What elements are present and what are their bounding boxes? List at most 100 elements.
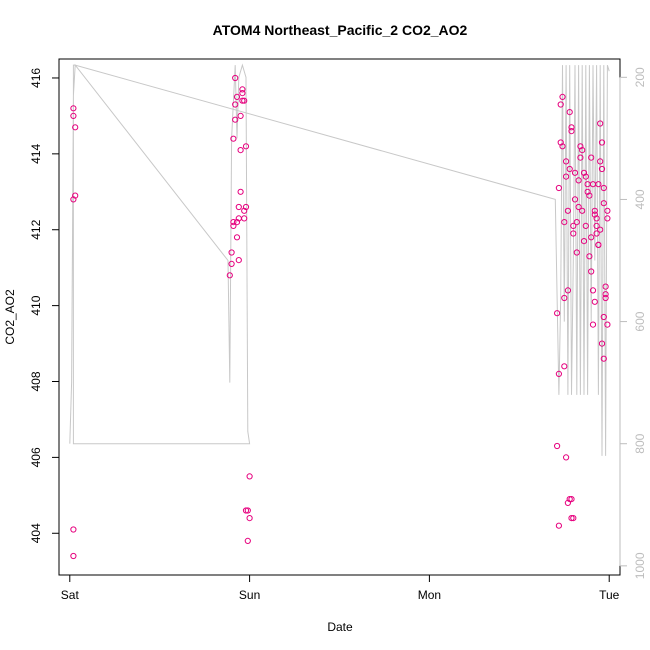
y-tick-label: 404 xyxy=(29,523,43,543)
data-point xyxy=(239,90,246,97)
data-point xyxy=(70,196,77,203)
data-point xyxy=(571,196,579,203)
data-point xyxy=(573,249,580,256)
data-point xyxy=(237,147,244,154)
data-point xyxy=(597,120,604,127)
data-point xyxy=(244,537,251,545)
data-point xyxy=(588,154,595,161)
data-point xyxy=(602,283,609,290)
data-point xyxy=(577,143,584,150)
data-point xyxy=(244,507,251,514)
data-point xyxy=(582,222,589,229)
data-point xyxy=(554,310,561,317)
data-point xyxy=(598,340,606,347)
data-point xyxy=(598,165,606,173)
data-point xyxy=(561,363,568,370)
data-point xyxy=(241,97,248,104)
data-point xyxy=(239,97,246,104)
data-point xyxy=(573,219,580,226)
data-point xyxy=(242,143,250,150)
data-point xyxy=(230,222,237,229)
x-axis: Sat Sun Mon Tue xyxy=(61,574,620,602)
series-line xyxy=(69,63,610,456)
data-point xyxy=(602,294,609,302)
data-point xyxy=(557,139,564,146)
y2-tick-label: 200 xyxy=(633,67,647,87)
data-point xyxy=(555,522,563,529)
data-point xyxy=(561,294,568,302)
data-point xyxy=(233,93,241,101)
data-point xyxy=(589,287,597,294)
data-point xyxy=(246,473,253,480)
data-point xyxy=(242,507,250,514)
data-point xyxy=(72,124,79,131)
data-point xyxy=(232,101,239,108)
data-point xyxy=(571,169,579,176)
y-axis: 404 406 408 410 412 414 416 xyxy=(29,68,59,543)
y2-tick-label: 800 xyxy=(633,433,647,453)
data-point xyxy=(70,105,77,112)
data-point xyxy=(70,552,77,560)
line-layer xyxy=(69,63,610,456)
x-axis-label: Date xyxy=(327,620,353,634)
data-point xyxy=(564,499,572,506)
data-point xyxy=(575,177,582,184)
data-point xyxy=(239,86,246,93)
data-point xyxy=(600,313,607,321)
data-point xyxy=(597,158,604,165)
y-axis-label: CO2_AO2 xyxy=(3,289,17,345)
y2-axis-right: 200 400 600 800 1000 xyxy=(619,67,647,579)
y-tick-label: 412 xyxy=(29,219,43,239)
data-point xyxy=(235,203,242,211)
data-point xyxy=(563,173,570,180)
data-point xyxy=(591,207,598,214)
data-point xyxy=(233,219,241,226)
data-point xyxy=(588,268,595,275)
data-point xyxy=(593,222,600,229)
data-point xyxy=(580,169,588,176)
data-point xyxy=(579,207,586,214)
data-point xyxy=(600,200,607,207)
data-point xyxy=(593,215,600,222)
data-point xyxy=(70,526,77,533)
data-point xyxy=(575,203,582,211)
data-point xyxy=(579,147,586,154)
data-point xyxy=(586,192,593,199)
data-point xyxy=(580,238,588,245)
data-point xyxy=(241,215,248,222)
data-point xyxy=(568,128,575,135)
data-point xyxy=(570,230,577,237)
data-point xyxy=(588,234,595,241)
data-point xyxy=(591,211,598,218)
data-point xyxy=(563,158,570,165)
plot-area-frame xyxy=(58,58,621,576)
y-tick-label: 410 xyxy=(29,295,43,315)
x-tick-label: Tue xyxy=(599,588,620,602)
data-point xyxy=(566,109,573,116)
data-point xyxy=(241,207,248,214)
data-point xyxy=(593,230,600,237)
data-point xyxy=(230,135,237,142)
data-point xyxy=(597,226,604,233)
data-point xyxy=(589,181,597,188)
y-tick-label: 414 xyxy=(29,144,43,164)
data-point xyxy=(226,272,233,279)
data-point xyxy=(235,257,242,264)
data-point xyxy=(228,260,235,267)
y-tick-label: 416 xyxy=(29,68,43,88)
data-point xyxy=(568,515,575,522)
data-point xyxy=(246,515,253,522)
data-point xyxy=(602,291,609,298)
data-point xyxy=(584,188,591,195)
data-point xyxy=(232,116,239,123)
data-point xyxy=(555,370,563,377)
data-point xyxy=(228,249,235,256)
data-point xyxy=(564,207,572,214)
data-point xyxy=(604,321,611,328)
y2-tick-label: 600 xyxy=(633,311,647,331)
y-tick-label: 406 xyxy=(29,447,43,467)
data-point xyxy=(582,173,589,180)
data-point xyxy=(568,124,575,131)
data-point xyxy=(595,181,602,188)
